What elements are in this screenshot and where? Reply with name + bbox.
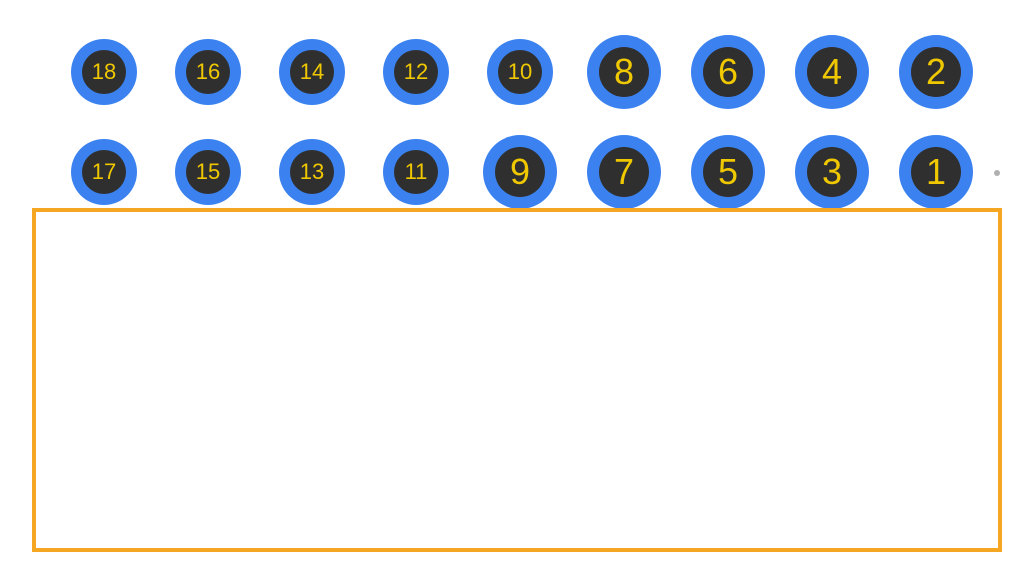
pin-hole-7: 7: [599, 147, 649, 197]
pin1-marker-dot: [994, 170, 1000, 176]
pin-9: 9: [483, 135, 557, 209]
pin-12: 12: [383, 39, 449, 105]
pin-5: 5: [691, 135, 765, 209]
pin-16: 16: [175, 39, 241, 105]
pin-15: 15: [175, 139, 241, 205]
pin-label: 12: [404, 59, 428, 85]
pin-6: 6: [691, 35, 765, 109]
pin-1: 1: [899, 135, 973, 209]
pin-hole-17: 17: [82, 150, 126, 194]
pin-11: 11: [383, 139, 449, 205]
pin-hole-10: 10: [498, 50, 542, 94]
pin-label: 7: [614, 151, 634, 193]
pin-label: 9: [510, 151, 530, 193]
pin-14: 14: [279, 39, 345, 105]
pin-hole-12: 12: [394, 50, 438, 94]
pin-hole-5: 5: [703, 147, 753, 197]
pin-label: 13: [300, 159, 324, 185]
pin-label: 18: [92, 59, 116, 85]
pin-hole-15: 15: [186, 150, 230, 194]
pin-label: 1: [926, 151, 946, 193]
pin-hole-3: 3: [807, 147, 857, 197]
pin-hole-9: 9: [495, 147, 545, 197]
pin-label: 2: [926, 51, 946, 93]
pin-label: 4: [822, 51, 842, 93]
pin-13: 13: [279, 139, 345, 205]
pin-8: 8: [587, 35, 661, 109]
component-body-outline: [32, 208, 1002, 552]
pcb-footprint-canvas: 18 16 14 12 10 8 6 4 2 17 15 13 11 9 7 5 3 1: [0, 0, 1034, 584]
pin-label: 8: [614, 51, 634, 93]
pin-hole-6: 6: [703, 47, 753, 97]
pin-label: 11: [405, 159, 428, 185]
pin-hole-8: 8: [599, 47, 649, 97]
pin-label: 15: [196, 159, 220, 185]
pin-label: 3: [822, 151, 842, 193]
pin-4: 4: [795, 35, 869, 109]
pin-18: 18: [71, 39, 137, 105]
pin-label: 10: [508, 59, 532, 85]
pin-hole-1: 1: [911, 147, 961, 197]
pin-10: 10: [487, 39, 553, 105]
pin-hole-16: 16: [186, 50, 230, 94]
pin-label: 14: [300, 59, 324, 85]
pin-17: 17: [71, 139, 137, 205]
pin-7: 7: [587, 135, 661, 209]
pin-label: 5: [718, 151, 738, 193]
pin-hole-14: 14: [290, 50, 334, 94]
pin-hole-2: 2: [911, 47, 961, 97]
pin-hole-4: 4: [807, 47, 857, 97]
pin-label: 6: [718, 51, 738, 93]
pin-hole-18: 18: [82, 50, 126, 94]
pin-label: 17: [92, 159, 116, 185]
pin-hole-11: 11: [394, 150, 438, 194]
pin-3: 3: [795, 135, 869, 209]
pin-label: 16: [196, 59, 220, 85]
pin-2: 2: [899, 35, 973, 109]
pin-hole-13: 13: [290, 150, 334, 194]
